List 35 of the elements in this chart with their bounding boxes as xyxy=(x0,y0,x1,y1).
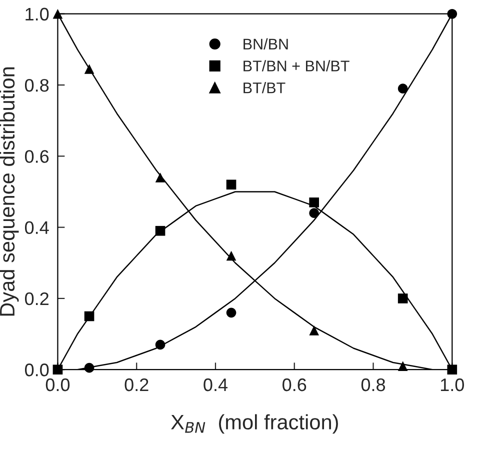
point xyxy=(155,172,166,182)
x-tick-label: 0.8 xyxy=(361,378,386,392)
point xyxy=(52,8,63,19)
legend-label: BN/BN xyxy=(244,38,288,50)
y-tick-label: 1.0 xyxy=(26,8,49,21)
legend-label: BT/BN + BN/BT xyxy=(244,60,350,72)
point xyxy=(84,311,94,322)
point xyxy=(447,364,458,375)
point xyxy=(398,361,408,371)
y-tick-label: 0.6 xyxy=(24,150,49,163)
x-tick-label: 1.0 xyxy=(440,378,464,392)
y-tick-label: 0.4 xyxy=(24,221,49,234)
point xyxy=(309,208,320,218)
y-tick-label: 0.0 xyxy=(24,364,49,376)
point xyxy=(226,180,236,190)
point xyxy=(155,226,166,236)
point xyxy=(84,362,94,373)
y-tick-label: 0.2 xyxy=(24,292,48,306)
point xyxy=(398,294,408,304)
legend-label: BT/BT xyxy=(244,82,286,94)
point xyxy=(84,64,94,74)
point xyxy=(447,8,458,19)
x-tick-label: 0.6 xyxy=(282,378,306,392)
point xyxy=(226,308,236,318)
x-axis-title: X$_{BN}$ (mol fraction) xyxy=(171,414,338,434)
point xyxy=(155,340,166,350)
point xyxy=(52,364,63,375)
point xyxy=(309,197,320,208)
x-tick-label: 0.2 xyxy=(124,378,148,392)
y-tick-label: 0.8 xyxy=(24,78,49,92)
x-tick-label: 0.4 xyxy=(204,378,228,392)
point xyxy=(309,326,320,336)
x-tick-label: 0.0 xyxy=(46,378,70,392)
point xyxy=(226,250,236,261)
point xyxy=(398,84,408,94)
